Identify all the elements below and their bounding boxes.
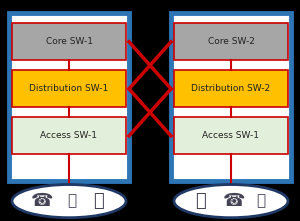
- Text: ☎: ☎: [31, 192, 53, 210]
- Ellipse shape: [174, 185, 288, 218]
- Text: Core SW-1: Core SW-1: [46, 37, 92, 46]
- FancyBboxPatch shape: [174, 70, 288, 107]
- Text: 💻: 💻: [196, 192, 206, 210]
- Text: 📶: 📶: [68, 194, 76, 209]
- FancyBboxPatch shape: [12, 23, 126, 60]
- Ellipse shape: [12, 185, 126, 218]
- Text: Access SW-1: Access SW-1: [40, 131, 98, 140]
- Text: Distribution SW-1: Distribution SW-1: [29, 84, 109, 93]
- Text: Core SW-2: Core SW-2: [208, 37, 254, 46]
- FancyBboxPatch shape: [12, 117, 126, 154]
- Text: 📶: 📶: [256, 194, 266, 209]
- Text: ☎: ☎: [223, 192, 245, 210]
- FancyBboxPatch shape: [171, 13, 291, 181]
- Text: Distribution SW-2: Distribution SW-2: [191, 84, 271, 93]
- FancyBboxPatch shape: [174, 23, 288, 60]
- FancyBboxPatch shape: [12, 70, 126, 107]
- Text: 💻: 💻: [94, 192, 104, 210]
- FancyBboxPatch shape: [174, 117, 288, 154]
- FancyBboxPatch shape: [9, 13, 129, 181]
- Text: Access SW-1: Access SW-1: [202, 131, 260, 140]
